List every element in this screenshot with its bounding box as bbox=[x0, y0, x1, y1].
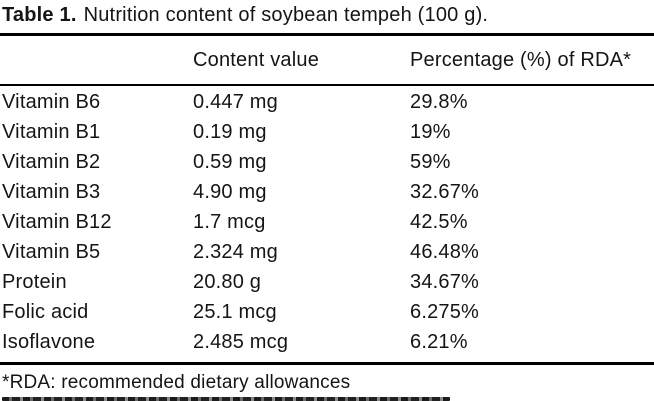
cell-content-value: 4.90 mg bbox=[193, 180, 267, 203]
cell-content-value: 25.1 mcg bbox=[193, 300, 277, 323]
cell-rda-percentage: 29.8% bbox=[410, 90, 468, 113]
cell-content-value: 20.80 g bbox=[193, 270, 262, 293]
cell-content-value: 2.485 mcg bbox=[193, 330, 289, 353]
column-header-rda: Percentage (%) of RDA* bbox=[410, 48, 632, 71]
table-row: Vitamin B6 0.447 mg 29.8% bbox=[2, 87, 654, 117]
header-rule bbox=[0, 84, 654, 86]
cell-nutrient: Folic acid bbox=[2, 300, 89, 323]
cell-content-value: 0.59 mg bbox=[193, 150, 267, 173]
cropped-text-artifact bbox=[2, 397, 450, 401]
table-row: Vitamin B5 2.324 mg 46.48% bbox=[2, 237, 654, 267]
cell-rda-percentage: 6.275% bbox=[410, 300, 480, 323]
cell-rda-percentage: 6.21% bbox=[410, 330, 468, 353]
cell-rda-percentage: 34.67% bbox=[410, 270, 480, 293]
table-row: Isoflavone 2.485 mcg 6.21% bbox=[2, 327, 654, 357]
table-row: Vitamin B3 4.90 mg 32.67% bbox=[2, 177, 654, 207]
table-row: Protein 20.80 g 34.67% bbox=[2, 267, 654, 297]
table-row: Vitamin B1 0.19 mg 19% bbox=[2, 117, 654, 147]
cell-rda-percentage: 59% bbox=[410, 150, 451, 173]
bottom-rule bbox=[0, 362, 654, 365]
cell-nutrient: Protein bbox=[2, 270, 67, 293]
cell-nutrient: Isoflavone bbox=[2, 330, 96, 353]
cell-nutrient: Vitamin B6 bbox=[2, 90, 101, 113]
table-row: Vitamin B12 1.7 mcg 42.5% bbox=[2, 207, 654, 237]
table-title-text: Nutrition content of soybean tempeh (100… bbox=[83, 4, 489, 26]
table-row: Vitamin B2 0.59 mg 59% bbox=[2, 147, 654, 177]
cell-content-value: 0.447 mg bbox=[193, 90, 278, 113]
cell-nutrient: Vitamin B3 bbox=[2, 180, 101, 203]
table-title-label: Table 1. bbox=[2, 4, 77, 26]
table-header-row: Content value Percentage (%) of RDA* bbox=[0, 36, 654, 84]
cell-nutrient: Vitamin B5 bbox=[2, 240, 101, 263]
cell-nutrient: Vitamin B12 bbox=[2, 210, 112, 233]
cell-content-value: 0.19 mg bbox=[193, 120, 267, 143]
cell-content-value: 2.324 mg bbox=[193, 240, 278, 263]
cell-rda-percentage: 46.48% bbox=[410, 240, 480, 263]
cell-nutrient: Vitamin B1 bbox=[2, 120, 101, 143]
cell-rda-percentage: 19% bbox=[410, 120, 451, 143]
cell-rda-percentage: 32.67% bbox=[410, 180, 480, 203]
cell-rda-percentage: 42.5% bbox=[410, 210, 468, 233]
nutrition-table-body: Vitamin B6 0.447 mg 29.8% Vitamin B1 0.1… bbox=[0, 87, 654, 357]
footnote: *RDA: recommended dietary allowances bbox=[2, 372, 351, 393]
table-row: Folic acid 25.1 mcg 6.275% bbox=[2, 297, 654, 327]
cell-content-value: 1.7 mcg bbox=[193, 210, 266, 233]
top-rule bbox=[0, 33, 654, 36]
cell-nutrient: Vitamin B2 bbox=[2, 150, 101, 173]
column-header-content-value: Content value bbox=[193, 48, 320, 71]
table-title: Table 1. Nutrition content of soybean tem… bbox=[2, 3, 488, 27]
